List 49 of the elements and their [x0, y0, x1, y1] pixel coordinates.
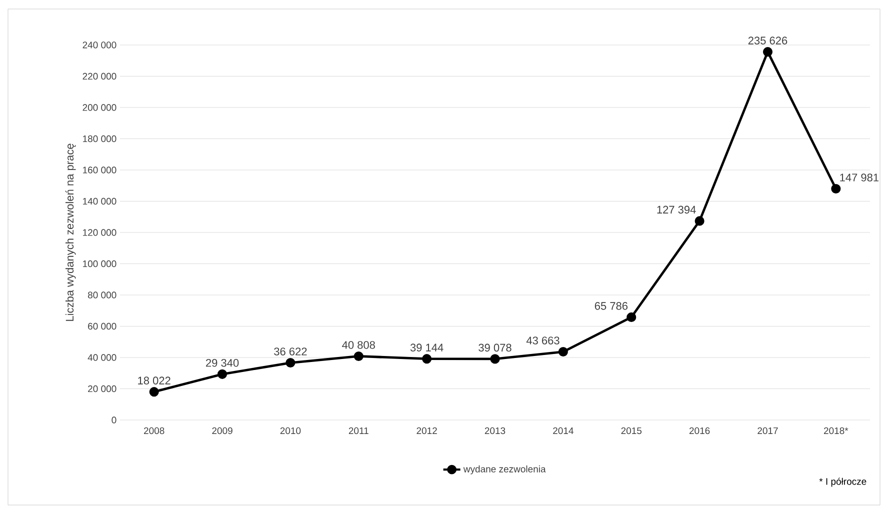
y-tick-label: 120 000: [83, 229, 116, 236]
legend-label: wydane zezwolenia: [463, 465, 546, 474]
data-label: 39 078: [478, 344, 512, 352]
data-label: 29 340: [206, 358, 239, 367]
x-tick-label: 2009: [212, 427, 232, 434]
point: [490, 354, 500, 364]
point: [762, 47, 773, 57]
data-label: 127 394: [657, 206, 696, 214]
data-label: 43 663: [526, 336, 560, 344]
y-tick-label: 80 000: [88, 292, 116, 298]
data-label: 40 808: [342, 341, 375, 349]
y-tick-label: 40 000: [88, 354, 116, 361]
data-label: 36 622: [274, 348, 307, 356]
y-tick-label: 180 000: [83, 135, 116, 142]
data-label: 39 144: [410, 344, 444, 352]
y-tick-label: 100 000: [83, 260, 116, 268]
y-tick-label: 200 000: [82, 104, 116, 111]
data-label: 18 022: [138, 376, 170, 384]
point: [217, 369, 228, 379]
point: [354, 351, 364, 362]
data-label: 147 981: [840, 174, 878, 182]
x-tick-label: 2008: [144, 427, 164, 434]
point: [422, 354, 432, 364]
y-tick-label: 20 000: [88, 385, 116, 392]
x-tick-label: 2018*: [824, 427, 848, 434]
x-tick-label: 2012: [416, 427, 437, 434]
y-tick-label: 60 000: [88, 322, 116, 330]
point: [626, 312, 636, 322]
point: [286, 358, 296, 368]
data-label: 65 786: [594, 302, 628, 310]
x-tick-label: 2013: [484, 427, 506, 434]
x-tick-label: 2011: [348, 427, 368, 434]
y-axis-title: Liczba wydanych zezwoleń na pracę: [65, 144, 76, 321]
point: [694, 216, 704, 226]
y-tick-label: 240 000: [82, 42, 116, 48]
point: [558, 346, 568, 357]
x-tick-label: 2017: [758, 427, 778, 434]
x-tick-label: 2014: [553, 427, 574, 434]
y-tick-label: 140 000: [83, 198, 116, 205]
text: * I półrocze: [819, 478, 866, 487]
y-tick-label: 220 000: [82, 72, 116, 80]
x-tick-label: 2015: [621, 427, 642, 434]
y-tick-label: 160 000: [83, 166, 116, 174]
x-tick-label: 2016: [689, 427, 710, 434]
point: [831, 184, 841, 194]
y-tick-label: 0: [112, 416, 116, 424]
data-label: 235 626: [748, 36, 788, 44]
point: [149, 387, 159, 397]
x-tick-label: 2010: [280, 427, 301, 434]
